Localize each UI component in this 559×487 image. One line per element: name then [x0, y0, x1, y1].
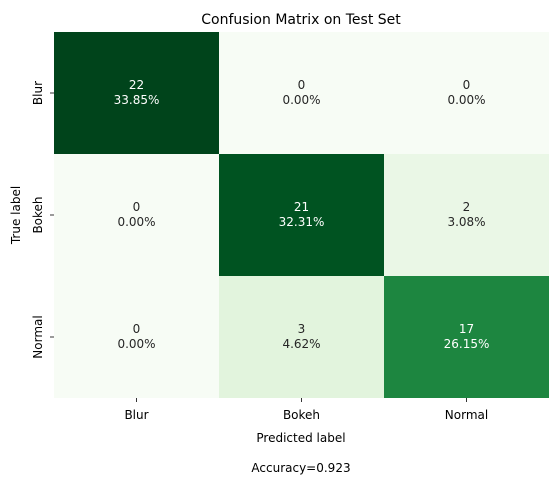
y-tick-label: Normal [31, 315, 45, 358]
heatmap-cell [384, 276, 549, 398]
cell-percent-label: 0.00% [282, 93, 320, 107]
y-tick-label: Blur [31, 81, 45, 105]
cell-percent-label: 3.08% [447, 215, 485, 229]
cell-percent-label: 0.00% [117, 215, 155, 229]
heatmap-cell [219, 154, 384, 276]
heatmap-cell [54, 32, 219, 154]
cell-percent-label: 32.31% [279, 215, 325, 229]
heatmap-cell [384, 32, 549, 154]
cell-count-label: 0 [133, 322, 141, 336]
axis-ticks: Blur Bokeh Normal Blur Bokeh Normal [31, 81, 488, 422]
cell-count-label: 22 [129, 78, 144, 92]
cell-count-label: 3 [298, 322, 306, 336]
chart-title: Confusion Matrix on Test Set [201, 12, 401, 28]
cell-count-label: 2 [463, 200, 471, 214]
cell-percent-label: 26.15% [444, 337, 490, 351]
cell-count-label: 17 [459, 322, 474, 336]
cell-count-label: 0 [298, 78, 306, 92]
cell-percent-label: 0.00% [117, 337, 155, 351]
heatmap-cell [54, 276, 219, 398]
cell-count-label: 0 [463, 78, 471, 92]
x-tick-label: Blur [124, 408, 148, 422]
x-tick-label: Normal [445, 408, 488, 422]
accuracy-footer: Accuracy=0.923 [251, 461, 350, 475]
cell-percent-label: 4.62% [282, 337, 320, 351]
heatmap-cells: 2233.85%00.00%00.00%00.00%2132.31%23.08%… [54, 32, 549, 398]
heatmap-cell [384, 154, 549, 276]
cell-count-label: 21 [294, 200, 309, 214]
y-axis-label: True label [9, 186, 23, 245]
cell-count-label: 0 [133, 200, 141, 214]
heatmap-cell [219, 276, 384, 398]
cell-percent-label: 0.00% [447, 93, 485, 107]
cell-percent-label: 33.85% [114, 93, 160, 107]
x-tick-label: Bokeh [283, 408, 320, 422]
y-tick-label: Bokeh [31, 196, 45, 233]
heatmap-cell [219, 32, 384, 154]
heatmap-cell [54, 154, 219, 276]
x-axis-label: Predicted label [256, 431, 345, 445]
